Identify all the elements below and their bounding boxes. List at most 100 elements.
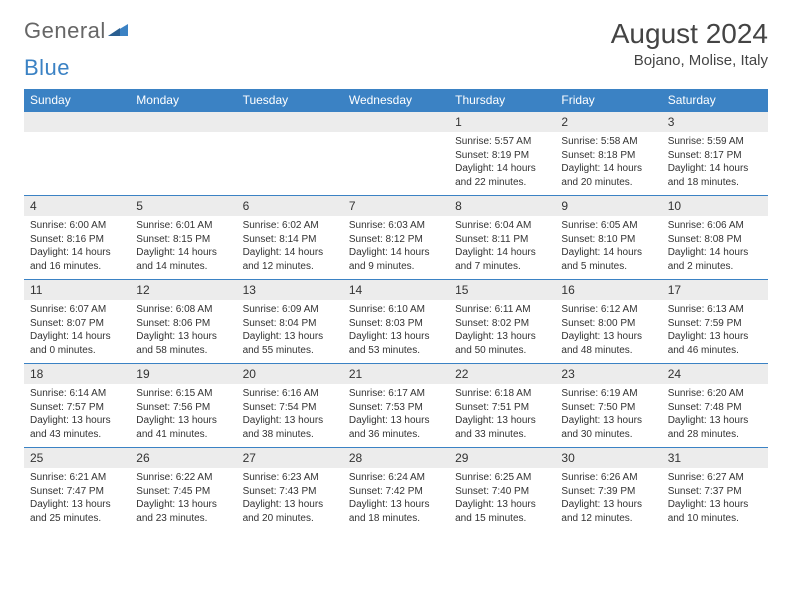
calendar-cell: [343, 112, 449, 196]
day-number: 30: [555, 448, 661, 468]
sunset-line: Sunset: 7:53 PM: [349, 401, 443, 415]
sunset-line: Sunset: 8:18 PM: [561, 149, 655, 163]
daylight-line: Daylight: 13 hours and 23 minutes.: [136, 498, 230, 525]
sunrise-line: Sunrise: 6:10 AM: [349, 303, 443, 317]
calendar-cell: 29Sunrise: 6:25 AMSunset: 7:40 PMDayligh…: [449, 448, 555, 532]
sunset-line: Sunset: 8:12 PM: [349, 233, 443, 247]
daylight-line: Daylight: 13 hours and 33 minutes.: [455, 414, 549, 441]
day-header: Sunday: [24, 89, 130, 112]
month-title: August 2024: [611, 18, 768, 50]
sunset-line: Sunset: 7:37 PM: [668, 485, 762, 499]
sunset-line: Sunset: 8:19 PM: [455, 149, 549, 163]
day-number: 28: [343, 448, 449, 468]
calendar-cell: 2Sunrise: 5:58 AMSunset: 8:18 PMDaylight…: [555, 112, 661, 196]
daylight-line: Daylight: 14 hours and 12 minutes.: [243, 246, 337, 273]
day-detail: [237, 132, 343, 188]
sunset-line: Sunset: 7:39 PM: [561, 485, 655, 499]
day-header: Thursday: [449, 89, 555, 112]
calendar-cell: [237, 112, 343, 196]
sunset-line: Sunset: 7:51 PM: [455, 401, 549, 415]
day-number: 22: [449, 364, 555, 384]
calendar-cell: 17Sunrise: 6:13 AMSunset: 7:59 PMDayligh…: [662, 280, 768, 364]
day-number: 19: [130, 364, 236, 384]
day-number: 11: [24, 280, 130, 300]
daylight-line: Daylight: 14 hours and 18 minutes.: [668, 162, 762, 189]
day-header: Wednesday: [343, 89, 449, 112]
title-block: August 2024 Bojano, Molise, Italy: [611, 18, 768, 69]
calendar-cell: 15Sunrise: 6:11 AMSunset: 8:02 PMDayligh…: [449, 280, 555, 364]
sunrise-line: Sunrise: 6:09 AM: [243, 303, 337, 317]
day-detail: Sunrise: 6:23 AMSunset: 7:43 PMDaylight:…: [237, 468, 343, 531]
daylight-line: Daylight: 13 hours and 20 minutes.: [243, 498, 337, 525]
calendar-week-row: 11Sunrise: 6:07 AMSunset: 8:07 PMDayligh…: [24, 280, 768, 364]
day-detail: Sunrise: 6:01 AMSunset: 8:15 PMDaylight:…: [130, 216, 236, 279]
daylight-line: Daylight: 13 hours and 25 minutes.: [30, 498, 124, 525]
daylight-line: Daylight: 13 hours and 30 minutes.: [561, 414, 655, 441]
sunrise-line: Sunrise: 6:05 AM: [561, 219, 655, 233]
sunrise-line: Sunrise: 6:22 AM: [136, 471, 230, 485]
day-number: 23: [555, 364, 661, 384]
calendar-week-row: 4Sunrise: 6:00 AMSunset: 8:16 PMDaylight…: [24, 196, 768, 280]
day-number: 2: [555, 112, 661, 132]
sunrise-line: Sunrise: 6:18 AM: [455, 387, 549, 401]
sunrise-line: Sunrise: 6:21 AM: [30, 471, 124, 485]
calendar-cell: 5Sunrise: 6:01 AMSunset: 8:15 PMDaylight…: [130, 196, 236, 280]
daylight-line: Daylight: 13 hours and 48 minutes.: [561, 330, 655, 357]
sunrise-line: Sunrise: 6:06 AM: [668, 219, 762, 233]
day-number: 29: [449, 448, 555, 468]
day-number: 15: [449, 280, 555, 300]
location: Bojano, Molise, Italy: [611, 52, 768, 69]
day-number: 20: [237, 364, 343, 384]
daylight-line: Daylight: 13 hours and 15 minutes.: [455, 498, 549, 525]
day-detail: Sunrise: 6:00 AMSunset: 8:16 PMDaylight:…: [24, 216, 130, 279]
sunset-line: Sunset: 7:47 PM: [30, 485, 124, 499]
day-detail: Sunrise: 6:26 AMSunset: 7:39 PMDaylight:…: [555, 468, 661, 531]
day-detail: Sunrise: 6:27 AMSunset: 7:37 PMDaylight:…: [662, 468, 768, 531]
sunrise-line: Sunrise: 6:19 AM: [561, 387, 655, 401]
daylight-line: Daylight: 13 hours and 36 minutes.: [349, 414, 443, 441]
sunrise-line: Sunrise: 6:13 AM: [668, 303, 762, 317]
day-detail: Sunrise: 6:10 AMSunset: 8:03 PMDaylight:…: [343, 300, 449, 363]
daylight-line: Daylight: 14 hours and 16 minutes.: [30, 246, 124, 273]
day-detail: Sunrise: 6:24 AMSunset: 7:42 PMDaylight:…: [343, 468, 449, 531]
day-detail: Sunrise: 6:07 AMSunset: 8:07 PMDaylight:…: [24, 300, 130, 363]
calendar-cell: 31Sunrise: 6:27 AMSunset: 7:37 PMDayligh…: [662, 448, 768, 532]
calendar-cell: 14Sunrise: 6:10 AMSunset: 8:03 PMDayligh…: [343, 280, 449, 364]
calendar-cell: 3Sunrise: 5:59 AMSunset: 8:17 PMDaylight…: [662, 112, 768, 196]
day-detail: Sunrise: 6:21 AMSunset: 7:47 PMDaylight:…: [24, 468, 130, 531]
sunset-line: Sunset: 8:15 PM: [136, 233, 230, 247]
daylight-line: Daylight: 13 hours and 28 minutes.: [668, 414, 762, 441]
sunrise-line: Sunrise: 6:14 AM: [30, 387, 124, 401]
day-number: [130, 112, 236, 132]
day-detail: Sunrise: 6:18 AMSunset: 7:51 PMDaylight:…: [449, 384, 555, 447]
sunset-line: Sunset: 7:42 PM: [349, 485, 443, 499]
calendar-cell: 10Sunrise: 6:06 AMSunset: 8:08 PMDayligh…: [662, 196, 768, 280]
day-number: 9: [555, 196, 661, 216]
calendar-cell: 8Sunrise: 6:04 AMSunset: 8:11 PMDaylight…: [449, 196, 555, 280]
calendar-cell: 22Sunrise: 6:18 AMSunset: 7:51 PMDayligh…: [449, 364, 555, 448]
calendar-cell: 16Sunrise: 6:12 AMSunset: 8:00 PMDayligh…: [555, 280, 661, 364]
day-detail: Sunrise: 5:59 AMSunset: 8:17 PMDaylight:…: [662, 132, 768, 195]
day-detail: Sunrise: 5:57 AMSunset: 8:19 PMDaylight:…: [449, 132, 555, 195]
day-detail: Sunrise: 6:04 AMSunset: 8:11 PMDaylight:…: [449, 216, 555, 279]
sunset-line: Sunset: 7:48 PM: [668, 401, 762, 415]
calendar-cell: 11Sunrise: 6:07 AMSunset: 8:07 PMDayligh…: [24, 280, 130, 364]
day-detail: Sunrise: 6:06 AMSunset: 8:08 PMDaylight:…: [662, 216, 768, 279]
sunrise-line: Sunrise: 6:16 AM: [243, 387, 337, 401]
calendar-cell: 30Sunrise: 6:26 AMSunset: 7:39 PMDayligh…: [555, 448, 661, 532]
calendar-cell: 18Sunrise: 6:14 AMSunset: 7:57 PMDayligh…: [24, 364, 130, 448]
calendar-cell: 21Sunrise: 6:17 AMSunset: 7:53 PMDayligh…: [343, 364, 449, 448]
day-detail: Sunrise: 6:05 AMSunset: 8:10 PMDaylight:…: [555, 216, 661, 279]
day-detail: Sunrise: 6:12 AMSunset: 8:00 PMDaylight:…: [555, 300, 661, 363]
sunset-line: Sunset: 8:03 PM: [349, 317, 443, 331]
daylight-line: Daylight: 13 hours and 46 minutes.: [668, 330, 762, 357]
daylight-line: Daylight: 14 hours and 20 minutes.: [561, 162, 655, 189]
sunrise-line: Sunrise: 6:23 AM: [243, 471, 337, 485]
sunset-line: Sunset: 8:02 PM: [455, 317, 549, 331]
daylight-line: Daylight: 13 hours and 12 minutes.: [561, 498, 655, 525]
daylight-line: Daylight: 14 hours and 0 minutes.: [30, 330, 124, 357]
daylight-line: Daylight: 14 hours and 14 minutes.: [136, 246, 230, 273]
sunrise-line: Sunrise: 6:08 AM: [136, 303, 230, 317]
sunrise-line: Sunrise: 6:20 AM: [668, 387, 762, 401]
sunrise-line: Sunrise: 6:07 AM: [30, 303, 124, 317]
